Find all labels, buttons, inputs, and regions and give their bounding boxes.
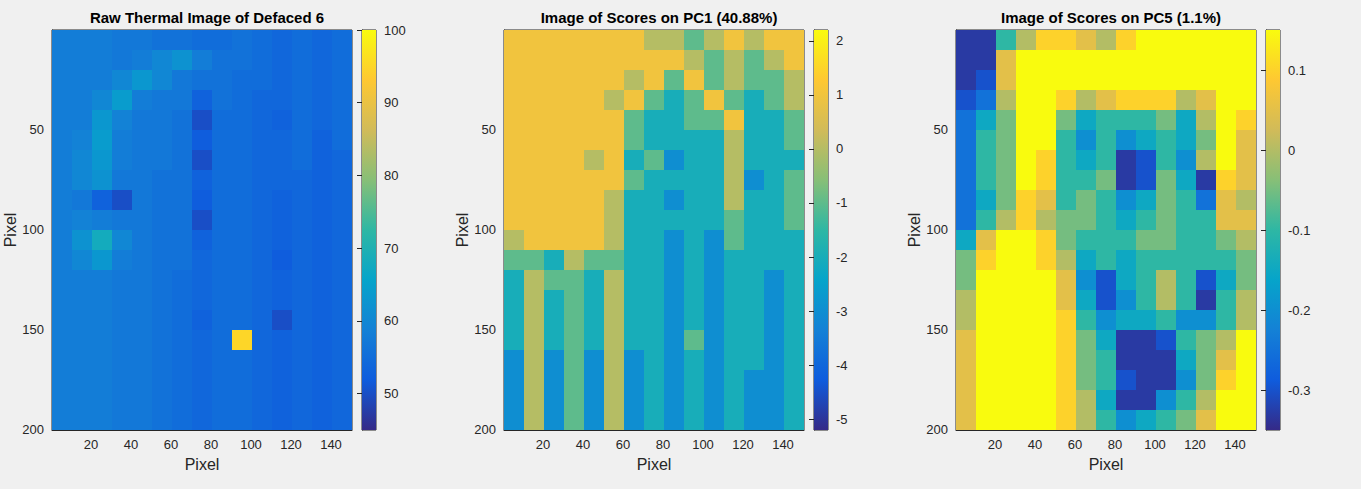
svg-text:Pixel: Pixel bbox=[1089, 456, 1124, 473]
svg-text:150: 150 bbox=[474, 322, 496, 337]
svg-text:-1: -1 bbox=[836, 195, 848, 210]
svg-text:140: 140 bbox=[772, 437, 794, 452]
svg-text:0: 0 bbox=[836, 141, 843, 156]
svg-text:Pixel: Pixel bbox=[637, 456, 672, 473]
svg-text:Raw Thermal Image of Defaced 6: Raw Thermal Image of Defaced 6 bbox=[90, 9, 324, 26]
svg-text:80: 80 bbox=[384, 168, 398, 183]
svg-text:140: 140 bbox=[320, 437, 342, 452]
svg-text:Pixel: Pixel bbox=[906, 213, 923, 248]
svg-text:Pixel: Pixel bbox=[454, 213, 471, 248]
svg-text:40: 40 bbox=[124, 437, 138, 452]
svg-text:Image of Scores on PC5 (1.1%): Image of Scores on PC5 (1.1%) bbox=[1001, 9, 1221, 26]
svg-text:50: 50 bbox=[934, 122, 948, 137]
svg-text:Image of Scores on PC1 (40.88%: Image of Scores on PC1 (40.88%) bbox=[541, 9, 778, 26]
svg-text:60: 60 bbox=[1068, 437, 1082, 452]
svg-text:120: 120 bbox=[1184, 437, 1206, 452]
svg-text:20: 20 bbox=[988, 437, 1002, 452]
svg-text:20: 20 bbox=[536, 437, 550, 452]
svg-text:-0.2: -0.2 bbox=[1288, 303, 1310, 318]
svg-text:Pixel: Pixel bbox=[2, 213, 19, 248]
svg-text:60: 60 bbox=[616, 437, 630, 452]
svg-text:80: 80 bbox=[656, 437, 670, 452]
svg-text:40: 40 bbox=[1028, 437, 1042, 452]
svg-text:70: 70 bbox=[384, 241, 398, 256]
svg-text:100: 100 bbox=[474, 222, 496, 237]
svg-text:150: 150 bbox=[926, 322, 948, 337]
svg-text:100: 100 bbox=[240, 437, 262, 452]
svg-text:140: 140 bbox=[1224, 437, 1246, 452]
svg-text:2: 2 bbox=[836, 33, 843, 48]
svg-text:120: 120 bbox=[732, 437, 754, 452]
svg-text:0.1: 0.1 bbox=[1288, 63, 1306, 78]
svg-text:200: 200 bbox=[22, 422, 44, 437]
svg-text:90: 90 bbox=[384, 95, 398, 110]
svg-text:100: 100 bbox=[926, 222, 948, 237]
svg-text:80: 80 bbox=[1108, 437, 1122, 452]
svg-text:-0.1: -0.1 bbox=[1288, 223, 1310, 238]
svg-text:50: 50 bbox=[482, 122, 496, 137]
svg-text:200: 200 bbox=[474, 422, 496, 437]
svg-text:60: 60 bbox=[164, 437, 178, 452]
svg-text:100: 100 bbox=[384, 23, 406, 38]
svg-text:-2: -2 bbox=[836, 250, 848, 265]
svg-text:150: 150 bbox=[22, 322, 44, 337]
svg-text:60: 60 bbox=[384, 313, 398, 328]
svg-text:100: 100 bbox=[1144, 437, 1166, 452]
svg-text:100: 100 bbox=[692, 437, 714, 452]
svg-text:-0.3: -0.3 bbox=[1288, 383, 1310, 398]
svg-text:-5: -5 bbox=[836, 412, 848, 427]
svg-text:1: 1 bbox=[836, 87, 843, 102]
svg-text:40: 40 bbox=[576, 437, 590, 452]
svg-text:20: 20 bbox=[84, 437, 98, 452]
svg-text:Pixel: Pixel bbox=[185, 456, 220, 473]
svg-text:100: 100 bbox=[22, 222, 44, 237]
svg-text:-3: -3 bbox=[836, 304, 848, 319]
svg-text:200: 200 bbox=[926, 422, 948, 437]
svg-text:0: 0 bbox=[1288, 143, 1295, 158]
svg-text:120: 120 bbox=[280, 437, 302, 452]
svg-text:80: 80 bbox=[204, 437, 218, 452]
svg-text:50: 50 bbox=[384, 386, 398, 401]
svg-text:50: 50 bbox=[30, 122, 44, 137]
svg-text:-4: -4 bbox=[836, 358, 848, 373]
